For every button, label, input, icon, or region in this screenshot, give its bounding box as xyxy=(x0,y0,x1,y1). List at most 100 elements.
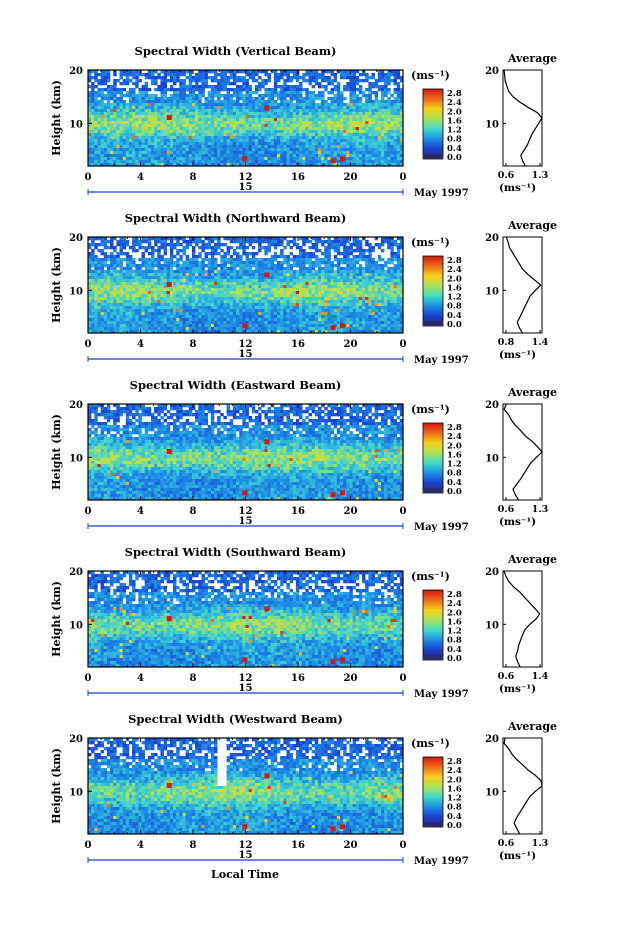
heatmap-cell xyxy=(399,300,404,304)
heatmap-cell xyxy=(393,264,397,268)
heatmap-cell xyxy=(242,82,246,86)
heatmap-cell xyxy=(160,145,164,149)
heatmap-cell xyxy=(128,261,133,265)
heatmap-cell xyxy=(195,264,199,268)
heatmap-cell xyxy=(122,109,127,113)
heatmap-cell xyxy=(223,100,227,104)
heatmap-cell xyxy=(245,282,249,286)
heatmap-cell xyxy=(116,112,120,116)
heatmap-cell xyxy=(195,255,199,259)
heatmap-cell xyxy=(100,139,105,143)
heatmap-cell xyxy=(340,130,344,134)
heatmap-cell xyxy=(317,97,322,101)
heatmap-cell xyxy=(100,243,105,247)
heatmap-cell xyxy=(295,91,300,95)
heatmap-cell xyxy=(242,294,246,298)
heatmap-cell xyxy=(154,70,158,74)
heatmap-cell xyxy=(185,97,190,101)
heatmap-cell xyxy=(280,252,284,256)
heatmap-cell xyxy=(106,118,111,122)
heatmap-cell xyxy=(210,240,215,244)
heatmap-cell xyxy=(254,97,259,101)
heatmap-cell xyxy=(185,255,190,259)
heatmap-cell xyxy=(125,76,130,80)
heatmap-cell xyxy=(251,157,256,161)
heatmap-cell xyxy=(223,115,227,119)
heatmap-cell xyxy=(198,294,202,298)
heatmap-cell xyxy=(94,294,98,298)
heatmap-cell xyxy=(176,97,180,101)
heatmap-cell xyxy=(176,124,180,128)
heatmap-cell xyxy=(236,106,240,110)
heatmap-cell xyxy=(141,270,145,274)
heatmap-cell xyxy=(91,109,95,113)
heatmap-cell xyxy=(280,151,284,155)
heatmap-cell xyxy=(239,246,243,250)
heatmap-cell xyxy=(343,88,347,92)
heatmap-cell xyxy=(116,160,120,164)
heatmap-cell xyxy=(169,127,174,131)
heatmap-cell xyxy=(91,279,95,283)
heatmap-cell xyxy=(340,300,344,304)
heatmap-cell xyxy=(299,303,303,307)
heatmap-cell xyxy=(88,130,92,134)
heatmap-cell xyxy=(138,109,142,113)
heatmap-cell xyxy=(273,121,278,125)
heatmap-cell xyxy=(343,142,347,146)
heatmap-cell xyxy=(214,273,218,277)
heatmap-cell xyxy=(273,246,278,250)
heatmap-cell xyxy=(119,148,123,152)
heatmap-cell xyxy=(346,139,350,143)
heatmap-cell xyxy=(201,291,205,295)
heatmap-cell xyxy=(154,157,158,161)
heatmap-cell xyxy=(220,288,224,292)
heatmap-cell xyxy=(368,163,372,167)
heatmap-cell xyxy=(324,136,328,140)
heatmap-cell xyxy=(270,255,275,259)
heatmap-cell xyxy=(311,85,316,89)
heatmap-cell xyxy=(163,261,168,265)
heatmap-cell xyxy=(327,154,331,158)
heatmap-cell xyxy=(349,270,353,274)
heatmap-cell xyxy=(128,246,133,250)
heatmap-cell xyxy=(97,273,101,277)
heatmap-cell xyxy=(176,121,180,125)
heatmap-cell xyxy=(173,100,177,104)
heatmap-cell xyxy=(204,121,208,125)
heatmap-cell xyxy=(94,267,98,271)
heatmap-cell xyxy=(380,112,385,116)
heatmap-cell xyxy=(384,240,388,244)
heatmap-cell xyxy=(144,273,149,277)
heatmap-cell xyxy=(103,157,108,161)
heatmap-cell xyxy=(295,127,300,131)
heatmap-cell xyxy=(94,297,98,301)
heatmap-cell xyxy=(198,246,202,250)
colorbar-tick-label: 2.0 xyxy=(447,107,462,117)
heatmap-cell xyxy=(248,240,253,244)
heatmap-cell xyxy=(264,82,268,86)
heatmap-cell xyxy=(204,100,208,104)
heatmap-cell xyxy=(283,303,287,307)
heatmap-cell xyxy=(214,112,218,116)
heatmap-cell xyxy=(135,73,139,77)
heatmap-cell xyxy=(317,85,322,89)
heatmap-cell xyxy=(198,94,202,98)
heatmap-cell xyxy=(116,127,120,131)
heatmap-cell xyxy=(371,103,375,107)
heatmap-cell xyxy=(387,276,391,280)
heatmap-cell xyxy=(198,276,202,280)
heatmap-cell xyxy=(217,160,221,164)
heatmap-cell xyxy=(314,237,319,241)
heatmap-cell xyxy=(384,106,388,110)
heatmap-cell xyxy=(396,154,401,158)
heatmap-cell xyxy=(308,276,312,280)
heatmap-cell xyxy=(100,163,105,167)
heatmap-cell xyxy=(119,91,123,95)
heatmap-cell xyxy=(299,163,303,167)
heatmap-cell xyxy=(169,100,174,104)
heatmap-cell xyxy=(277,142,281,146)
heatmap-cell xyxy=(254,127,259,131)
heatmap-cell xyxy=(169,148,174,152)
heatmap-cell xyxy=(251,121,256,125)
heatmap-cell xyxy=(349,100,353,104)
